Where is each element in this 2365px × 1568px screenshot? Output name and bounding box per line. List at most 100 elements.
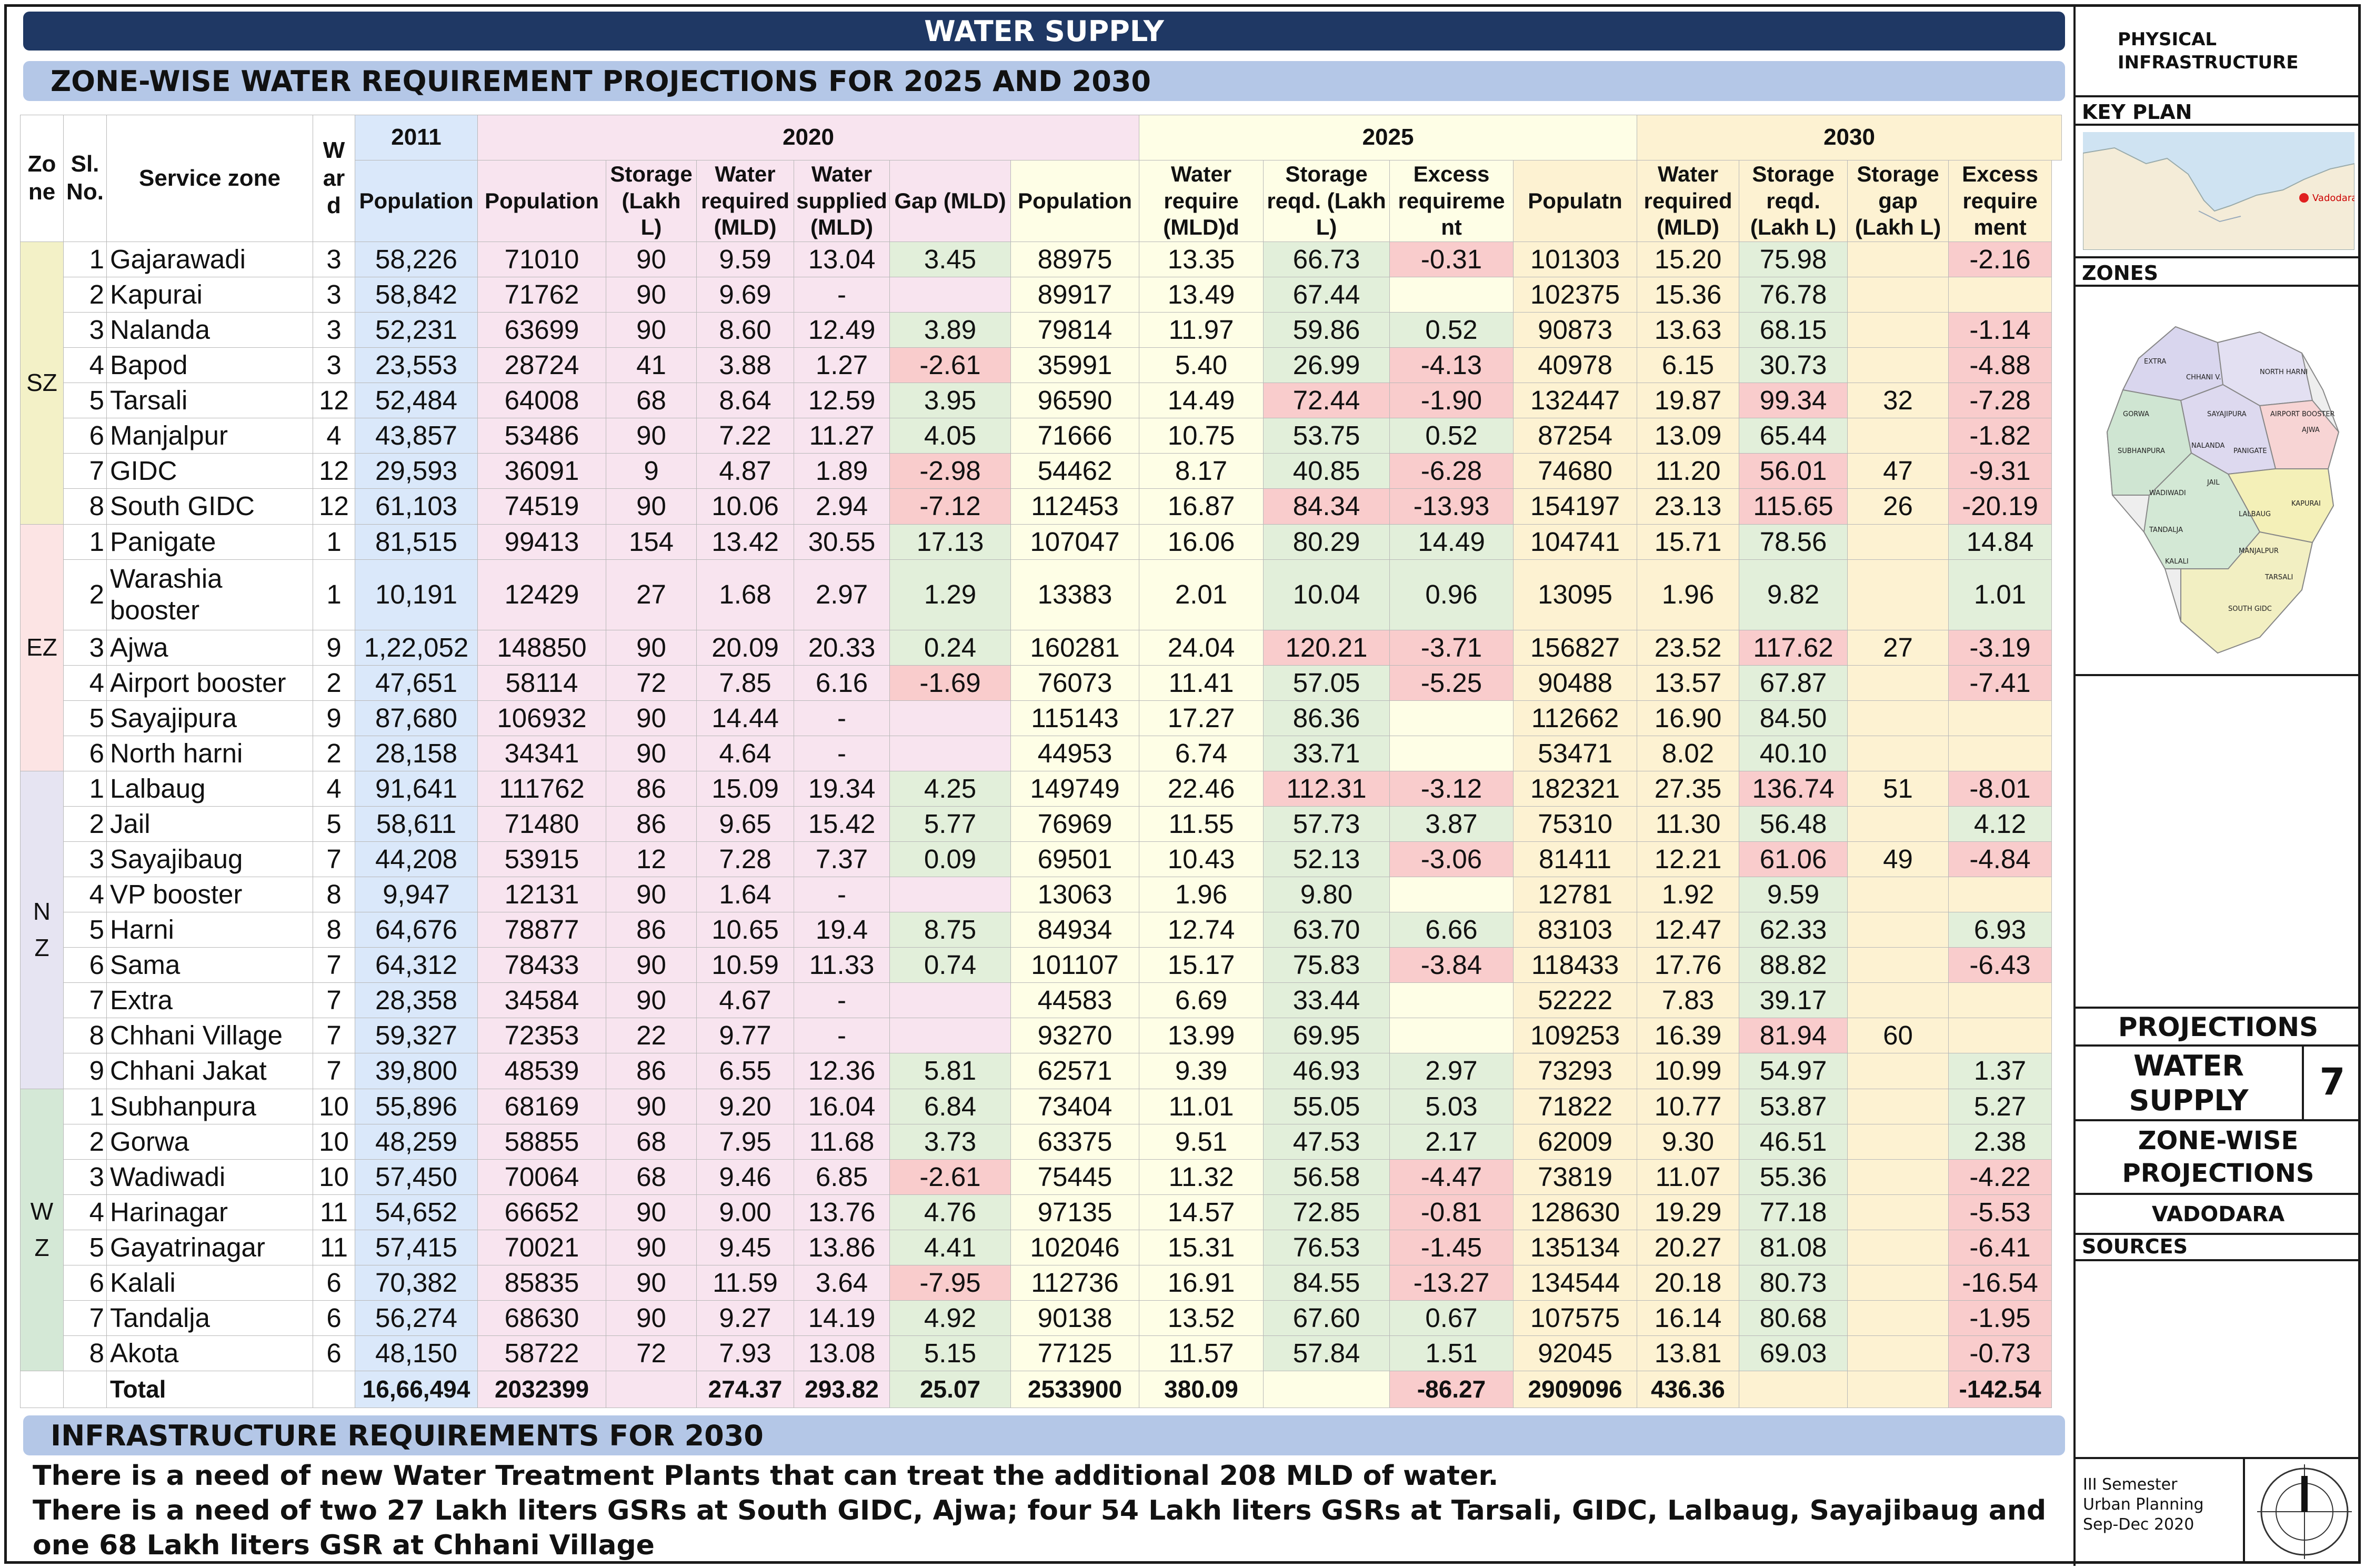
cell-wreq-2020: 4.67 [696, 982, 794, 1019]
cell-excess-2025: -4.13 [1389, 347, 1514, 384]
cell-storage-2020: 154 [606, 524, 697, 560]
cell-pop-2030: 134544 [1513, 1264, 1638, 1301]
cell-gap-2020: 8.75 [889, 912, 1011, 948]
cell-service-zone: Ajwa [106, 629, 313, 666]
cell-excess-2030: 2.38 [1948, 1123, 2052, 1160]
cell-pop-2020: 72353 [477, 1018, 606, 1054]
cell-pop-2020: 58855 [477, 1123, 606, 1160]
cell-excess-2030: -7.28 [1948, 383, 2052, 419]
cell-pop-2011: 59,327 [355, 1018, 478, 1054]
cell-wreq-2030: 20.18 [1637, 1264, 1740, 1301]
cell-pop-2025: 44953 [1010, 735, 1140, 771]
zones-label: ZONES [2082, 262, 2158, 285]
cell-ward: 4 [313, 770, 355, 807]
cell-pop-2011: 64,312 [355, 947, 478, 983]
year-2025-header: 2025 [1139, 115, 1638, 160]
cell-pop-2025: 107047 [1010, 524, 1140, 560]
cell-storage-2020: 90 [606, 1300, 697, 1336]
cell-wsup-2020: 30.55 [794, 524, 890, 560]
cell-sl-no: 8 [63, 1018, 107, 1054]
cell-storage-2025: 80.29 [1263, 524, 1390, 560]
cell-wreq-2020: 20.09 [696, 629, 794, 666]
cell-storage-2020: 68 [606, 1123, 697, 1160]
col-excess-2025: Excess requireme nt [1389, 160, 1514, 242]
cell-storage-2025: 72.44 [1263, 383, 1390, 419]
cell-sl-no: 4 [63, 1194, 107, 1230]
col-pop-2020: Population [477, 160, 606, 242]
cell-sl-no: 3 [63, 629, 107, 666]
cell-wreq-2030: 12.47 [1637, 912, 1740, 948]
cell-wreq-2025: 8.17 [1139, 453, 1264, 489]
cell-storage-2030: 40.10 [1739, 735, 1848, 771]
cell-service-zone: Bapod [106, 347, 313, 384]
cell-wreq-2020: 11.59 [696, 1264, 794, 1301]
cell-pop-2025: 84934 [1010, 912, 1140, 948]
cell-sl-no: 7 [63, 982, 107, 1019]
cell-wreq-2025: 24.04 [1139, 629, 1264, 666]
cell-wreq-2020: 9.46 [696, 1159, 794, 1195]
cell-pop-2011: 81,515 [355, 524, 478, 560]
cell-ward: 4 [313, 418, 355, 454]
cell-wreq-2025: 5.40 [1139, 347, 1264, 384]
cell-pop-2025: 88975 [1010, 241, 1140, 278]
cell-storage-2025: 56.58 [1263, 1159, 1390, 1195]
cell-service-zone: North harni [106, 735, 313, 771]
cell-ward: 3 [313, 312, 355, 348]
cell-sl-no: 3 [63, 841, 107, 878]
cell-wreq-2020: 7.95 [696, 1123, 794, 1160]
cell-pop-2030: 104741 [1513, 524, 1638, 560]
cell-pop-2025: 79814 [1010, 312, 1140, 348]
cell-wsup-2020: 13.76 [794, 1194, 890, 1230]
cell-storage-2025: 53.75 [1263, 418, 1390, 454]
cell-gap-2020: -2.61 [889, 347, 1011, 384]
cell-sl-no: 3 [63, 1159, 107, 1195]
cell-sl-no: 7 [63, 1300, 107, 1336]
cell-wreq-2025: 9.51 [1139, 1123, 1264, 1160]
cell-storage-gap-2030: 49 [1847, 841, 1949, 878]
cell-ward: 7 [313, 947, 355, 983]
course-info: III Semester Urban Planning Sep-Dec 2020 [2083, 1475, 2241, 1535]
cell-pop-2025: 149749 [1010, 770, 1140, 807]
cell-wreq-2020: 8.60 [696, 312, 794, 348]
cell-wreq-2025: 14.49 [1139, 383, 1264, 419]
cell-wreq-2020: 9.59 [696, 241, 794, 278]
cell-storage-2025: 46.93 [1263, 1053, 1390, 1089]
cell-pop-2030: 75310 [1513, 806, 1638, 842]
infra-text: There is a need of new Water Treatment P… [33, 1459, 2064, 1563]
cell-service-zone: South GIDC [106, 488, 313, 525]
table-section-title: ZONE-WISE WATER REQUIREMENT PROJECTIONS … [23, 61, 2065, 101]
cell-storage-gap-2030: 51 [1847, 770, 1949, 807]
cell-pop-2025: 35991 [1010, 347, 1140, 384]
cell-wreq-2025: 12.74 [1139, 912, 1264, 948]
cell-wsup-2020: 7.37 [794, 841, 890, 878]
cell-wsup-2020: - [794, 277, 890, 313]
cell-storage-gap-2030: 32 [1847, 383, 1949, 419]
key-plan-city-label: Vadodara [2312, 193, 2354, 204]
cell-pop-2020: 71762 [477, 277, 606, 313]
col-wreq-2020: Water required (MLD) [696, 160, 794, 242]
cell-storage-2020: 90 [606, 982, 697, 1019]
cell-gap-2020: 5.81 [889, 1053, 1011, 1089]
cell-pop-2025: 71666 [1010, 418, 1140, 454]
cell-storage-2030: 68.15 [1739, 312, 1848, 348]
cell-pop-2025: 62571 [1010, 1053, 1140, 1089]
cell-pop-2030: 62009 [1513, 1123, 1638, 1160]
cell-wreq-2030: 13.81 [1637, 1335, 1740, 1372]
svg-text:NORTH HARNI: NORTH HARNI [2260, 368, 2308, 376]
cell-storage-2020: 12 [606, 841, 697, 878]
semester-text: III Semester [2083, 1475, 2178, 1494]
cell-excess-2025: 3.87 [1389, 806, 1514, 842]
cell-excess-2030 [1948, 700, 2052, 736]
cell-storage-gap-2030: 47 [1847, 453, 1949, 489]
cell-pop-2011: 48,150 [355, 1335, 478, 1372]
cell-service-zone: Lalbaug [106, 770, 313, 807]
cell-service-zone: Manjalpur [106, 418, 313, 454]
cell-storage-2025: 63.70 [1263, 912, 1390, 948]
cell-wsup-2020: 16.04 [794, 1088, 890, 1124]
cell-storage-2020: 9 [606, 453, 697, 489]
svg-text:KAPURAI: KAPURAI [2291, 500, 2321, 508]
cell-storage-2030: 99.34 [1739, 383, 1848, 419]
cell-pop-2030: 52222 [1513, 982, 1638, 1019]
cell-excess-2025: 2.17 [1389, 1123, 1514, 1160]
cell-storage-2020: 90 [606, 1264, 697, 1301]
